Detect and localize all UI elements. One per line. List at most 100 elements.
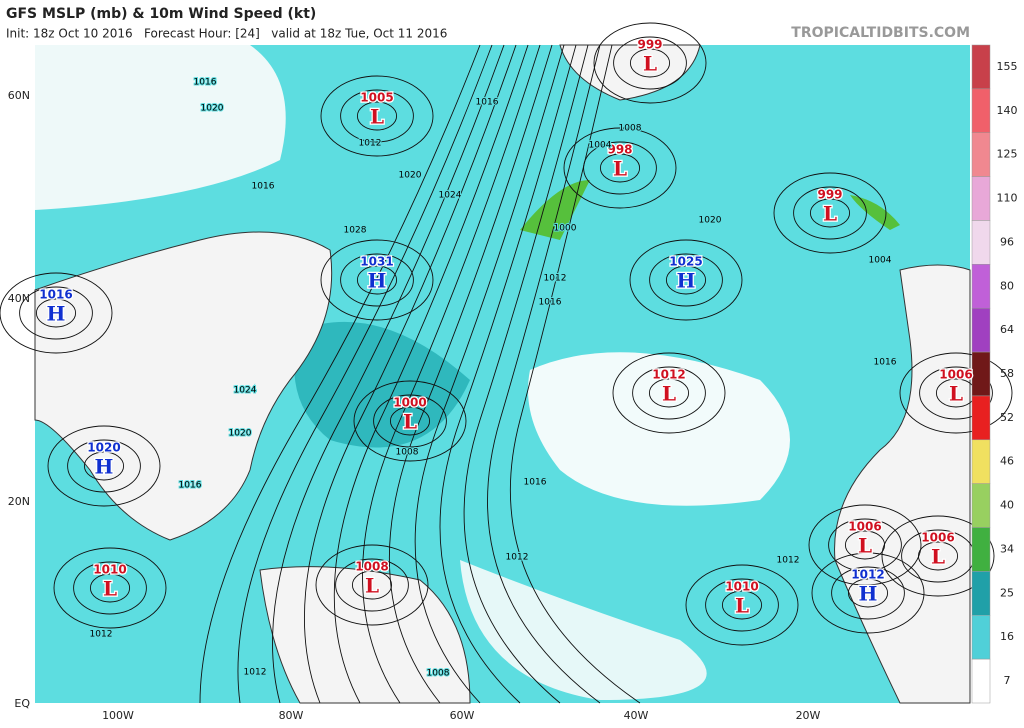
center-value: 1006	[921, 531, 954, 545]
isobar-label: 1008	[619, 124, 642, 134]
center-letter: L	[403, 410, 417, 434]
center-value: 1010	[93, 563, 126, 577]
isobar	[272, 44, 505, 704]
colorbar-label: 58	[1000, 367, 1014, 380]
colorbar-swatch	[971, 176, 991, 221]
isobar	[793, 186, 867, 240]
center-letter: L	[365, 574, 379, 598]
colorbar-swatch	[971, 395, 991, 441]
isobars	[0, 22, 1013, 704]
isobar-label: 1012	[544, 274, 567, 284]
isobar	[612, 352, 726, 434]
colorbar-label: 125	[997, 148, 1018, 161]
longitude-label: 100W	[102, 709, 134, 722]
center-letter: L	[931, 545, 945, 569]
isobar-label: 1024	[439, 191, 462, 201]
isobar	[353, 380, 467, 462]
colorbar-label: 110	[997, 192, 1018, 205]
center-letter: L	[823, 202, 837, 226]
isobar	[0, 272, 113, 354]
isobar	[340, 89, 414, 143]
isobar-label: 1008	[427, 669, 450, 679]
isobar	[629, 48, 671, 78]
isobar	[509, 44, 641, 704]
isobar	[320, 75, 434, 157]
center-letter: H	[47, 302, 66, 326]
center-letter: L	[858, 534, 872, 558]
center-value: 1012	[652, 368, 685, 382]
isobar-label: 1012	[359, 139, 382, 149]
center-value: 1031	[360, 255, 393, 269]
isobar-label: 1016	[252, 182, 275, 192]
colorbar-swatch	[971, 220, 991, 265]
center-letter: L	[103, 577, 117, 601]
isobar-label: 1020	[399, 171, 422, 181]
isobar-label: 1000	[554, 224, 577, 234]
isobar-label: 1008	[396, 448, 419, 458]
title: GFS MSLP (mb) & 10m Wind Speed (kt)	[6, 6, 316, 22]
isobar	[388, 44, 553, 704]
center-value: 1006	[939, 368, 972, 382]
isobar	[199, 44, 481, 704]
colorbar-swatch	[971, 615, 991, 660]
isobar-label: 1016	[194, 78, 217, 88]
colorbar-label: 46	[1000, 455, 1014, 468]
colorbar-swatch	[971, 132, 991, 177]
colorbar-swatch	[971, 658, 991, 704]
colorbar-label: 52	[1000, 411, 1014, 424]
isobar	[917, 541, 959, 571]
colorbar-label: 34	[1000, 542, 1014, 555]
center-letter: L	[662, 382, 676, 406]
center-letter: L	[949, 382, 963, 406]
isobar	[67, 439, 141, 493]
isobar-label: 1012	[777, 556, 800, 566]
center-value: 999	[817, 188, 842, 202]
isobar	[340, 253, 414, 307]
isobar-label: 1012	[244, 668, 267, 678]
center-value: 1012	[851, 568, 884, 582]
isobar	[19, 286, 93, 340]
latitude-label: 40N	[8, 292, 30, 305]
isobar	[35, 298, 77, 328]
isobar	[899, 352, 1013, 434]
center-value: 1025	[669, 255, 702, 269]
isobar	[237, 44, 493, 704]
colorbar-label: 40	[1000, 499, 1014, 512]
isobar	[828, 518, 902, 572]
isobar-label: 1012	[90, 630, 113, 640]
colorbar-swatch	[971, 44, 991, 90]
colorbar-label: 64	[1000, 323, 1014, 336]
isobar	[632, 366, 706, 420]
north-america	[34, 231, 333, 541]
isobar	[665, 265, 707, 295]
isobar	[487, 44, 601, 704]
isobar-label: 1020	[699, 216, 722, 226]
isobar	[613, 36, 687, 90]
center-letter: H	[859, 582, 878, 606]
isobar	[649, 253, 723, 307]
colorbar-label: 155	[997, 60, 1018, 73]
isobar	[705, 578, 779, 632]
latitude-label: 60N	[8, 89, 30, 102]
isobar	[831, 566, 905, 620]
center-letter: H	[95, 455, 114, 479]
isobar	[414, 44, 565, 704]
isobar	[599, 153, 641, 183]
low-wind	[35, 45, 286, 210]
colorbar-swatch	[971, 307, 991, 353]
isobar	[47, 425, 161, 507]
isobar	[844, 530, 886, 560]
isobar	[83, 451, 125, 481]
colorbar-swatch	[971, 88, 991, 133]
colorbar-swatch	[971, 527, 991, 572]
isobar	[439, 44, 577, 704]
labels: 60N 40N 20N EQ 100W 80W 60W 40W 20W 155 140 125 110 9…	[8, 36, 1018, 722]
greenland	[559, 44, 701, 101]
map-area	[0, 22, 1013, 704]
isobar	[773, 172, 887, 254]
colorbar-label: 25	[1000, 586, 1014, 599]
isobar-label: 1004	[589, 141, 612, 151]
colorbar-swatch	[971, 351, 991, 397]
colorbar-label: 140	[997, 104, 1018, 117]
